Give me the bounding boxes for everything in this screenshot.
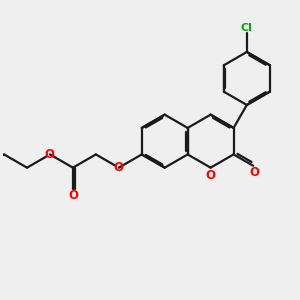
Text: O: O — [44, 148, 54, 161]
Text: O: O — [250, 166, 260, 179]
Text: Cl: Cl — [241, 22, 253, 32]
Text: O: O — [68, 189, 79, 202]
Text: O: O — [206, 169, 216, 182]
Text: O: O — [113, 161, 123, 174]
